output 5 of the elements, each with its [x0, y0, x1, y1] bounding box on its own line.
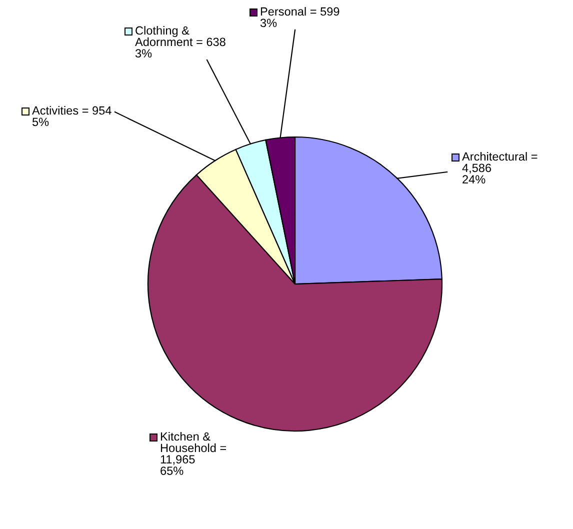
- legend-label: Architectural = 4,586 24%: [462, 152, 538, 184]
- legend-label: Kitchen & Household = 11,965 65%: [160, 432, 226, 475]
- legend-label: Personal = 599 3%: [260, 7, 340, 28]
- legend-label: Clothing & Adornment = 638 3%: [135, 26, 226, 58]
- legend-label: Activities = 954 5%: [32, 106, 112, 126]
